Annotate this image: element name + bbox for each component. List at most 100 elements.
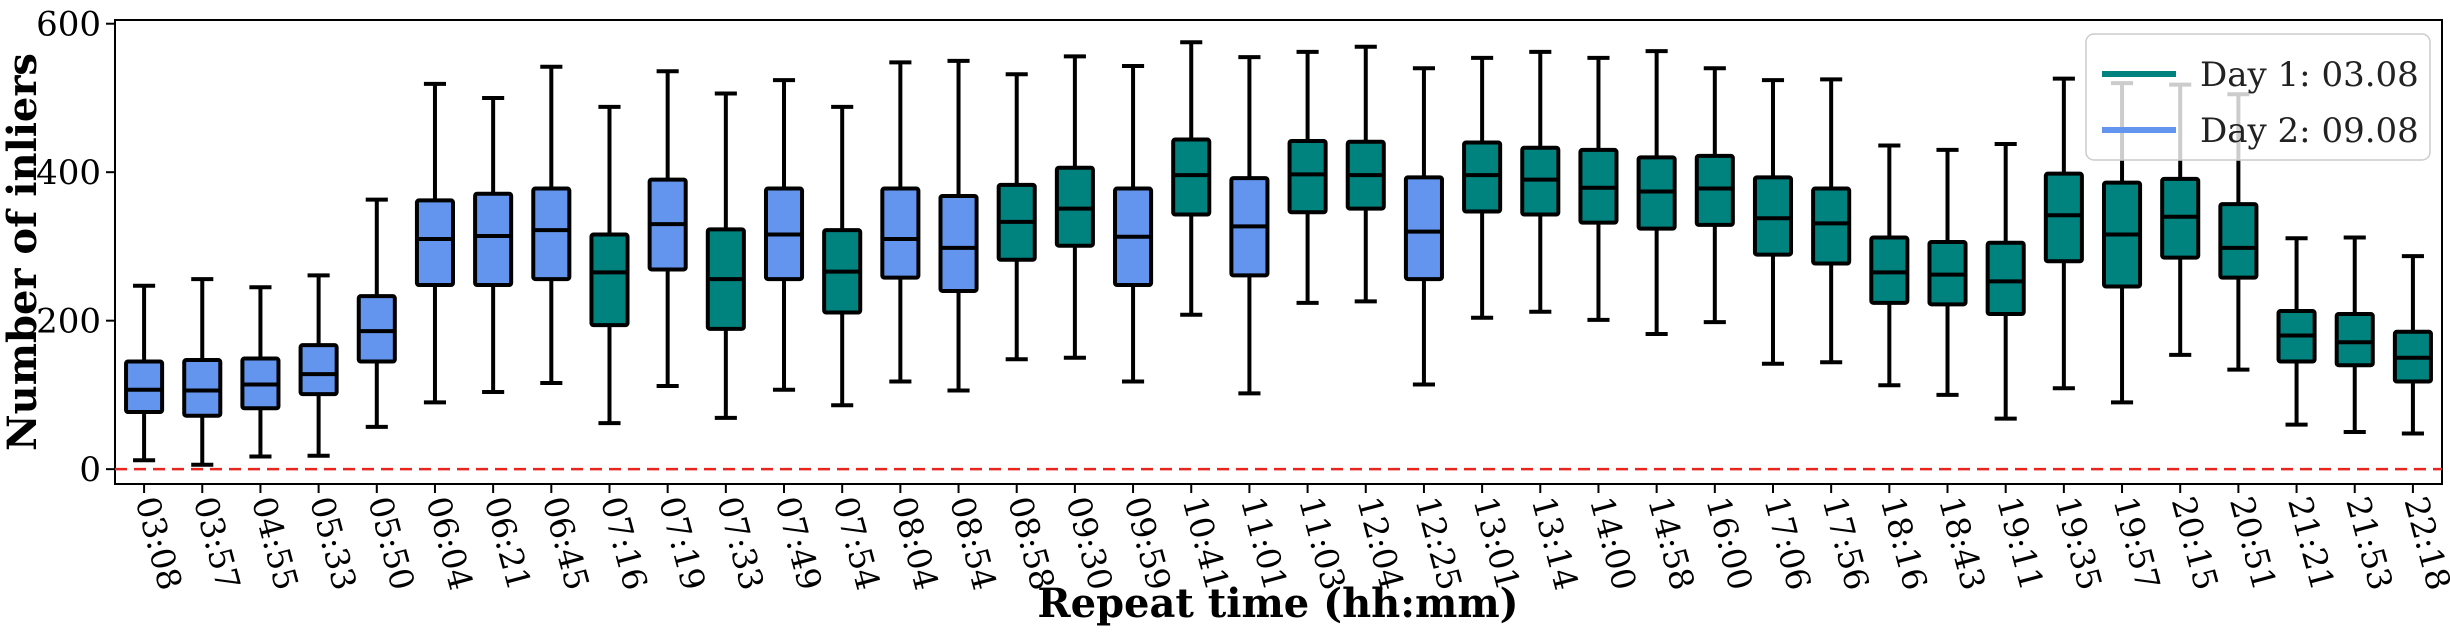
y-axis-label: Number of inliers bbox=[0, 53, 46, 451]
box-0308 bbox=[124, 283, 165, 463]
iqr-box bbox=[1403, 175, 1444, 282]
box-0754 bbox=[822, 104, 863, 408]
iqr-box bbox=[2218, 202, 2259, 280]
x-tick-label: 07:33 bbox=[709, 492, 771, 594]
x-tick-label: 04:55 bbox=[244, 492, 306, 594]
legend-label-day-2: Day 2: 09.08 bbox=[2200, 111, 2419, 151]
box-0719 bbox=[647, 69, 688, 389]
box-0959 bbox=[1113, 64, 1154, 384]
y-tick-label: 400 bbox=[36, 153, 101, 193]
iqr-box bbox=[1287, 139, 1328, 215]
x-tick-label: 09:30 bbox=[1058, 492, 1120, 594]
y-tick-label: 0 bbox=[79, 450, 101, 490]
box-2153 bbox=[2334, 235, 2375, 435]
x-tick-label: 20:15 bbox=[2164, 492, 2226, 594]
box-0854 bbox=[938, 58, 979, 393]
x-tick-label: 06:45 bbox=[535, 492, 597, 594]
x-tick-label: 19:11 bbox=[1989, 492, 2051, 594]
x-tick-label: 03:57 bbox=[186, 492, 248, 594]
x-tick-label: 07:16 bbox=[593, 492, 655, 594]
x-tick-label: 13:01 bbox=[1466, 492, 1528, 594]
box-1911 bbox=[1985, 141, 2026, 421]
box-1706 bbox=[1752, 78, 1794, 366]
x-tick-label: 20:51 bbox=[2222, 492, 2284, 594]
iqr-box bbox=[2334, 311, 2375, 368]
x-tick-label: 19:35 bbox=[2047, 492, 2109, 594]
box-0645 bbox=[531, 64, 572, 386]
x-tick-label: 12:25 bbox=[1408, 492, 1470, 594]
x-tick-label: 09:59 bbox=[1117, 492, 1179, 594]
x-axis: 03:0803:5704:5505:3305:5006:0406:2106:45… bbox=[128, 484, 2450, 594]
box-0858 bbox=[996, 72, 1037, 362]
box-1301 bbox=[1462, 55, 1503, 320]
iqr-box bbox=[880, 186, 921, 280]
iqr-box bbox=[473, 191, 514, 288]
x-tick-label: 17:56 bbox=[1815, 492, 1877, 594]
x-tick-label: 18:43 bbox=[1931, 492, 1993, 594]
box-0550 bbox=[356, 197, 397, 429]
x-tick-label: 08:54 bbox=[942, 492, 1004, 594]
box-0621 bbox=[473, 95, 514, 394]
x-tick-label: 21:21 bbox=[2280, 492, 2342, 594]
box-0604 bbox=[414, 81, 455, 405]
box-1816 bbox=[1869, 143, 1910, 388]
iqr-box bbox=[124, 359, 165, 414]
x-tick-label: 14:58 bbox=[1640, 492, 1702, 594]
box-2121 bbox=[2276, 236, 2317, 427]
x-tick-label: 05:50 bbox=[360, 492, 422, 594]
x-tick-label: 16:00 bbox=[1698, 492, 1760, 594]
iqr-box bbox=[938, 193, 979, 293]
x-tick-label: 06:04 bbox=[419, 492, 481, 594]
iqr-box bbox=[298, 343, 339, 397]
iqr-box bbox=[414, 198, 455, 288]
box-0749 bbox=[763, 78, 805, 392]
x-tick-label: 22:18 bbox=[2396, 492, 2450, 594]
x-tick-label: 17:06 bbox=[1757, 492, 1819, 594]
box-1458 bbox=[1636, 49, 1677, 337]
x-tick-label: 14:00 bbox=[1582, 492, 1644, 594]
x-tick-label: 21:53 bbox=[2338, 492, 2400, 594]
iqr-box bbox=[1752, 175, 1794, 257]
box-0533 bbox=[298, 273, 339, 458]
x-tick-label: 08:58 bbox=[1000, 492, 1062, 594]
box-1756 bbox=[1811, 77, 1852, 365]
x-tick-label: 03:08 bbox=[128, 492, 190, 594]
legend-label-day-1: Day 1: 03.08 bbox=[2200, 55, 2419, 95]
x-tick-label: 11:01 bbox=[1233, 492, 1295, 594]
box-1843 bbox=[1927, 147, 1968, 397]
x-tick-label: 11:03 bbox=[1291, 492, 1353, 594]
iqr-box bbox=[531, 186, 572, 282]
x-tick-label: 08:04 bbox=[884, 492, 946, 594]
box-1041 bbox=[1171, 40, 1212, 317]
iqr-box bbox=[1811, 186, 1852, 266]
iqr-box bbox=[1869, 235, 1910, 305]
y-tick-label: 200 bbox=[36, 302, 101, 342]
box-2218 bbox=[2392, 254, 2433, 436]
box-1400 bbox=[1578, 55, 1619, 322]
box-1935 bbox=[2043, 76, 2084, 391]
x-tick-label: 12:04 bbox=[1349, 492, 1411, 594]
legend: Day 1: 03.08 Day 2: 09.08 bbox=[2085, 33, 2431, 161]
x-tick-label: 07:19 bbox=[651, 492, 713, 594]
x-axis-label: Repeat time (hh:mm) bbox=[1037, 580, 1518, 627]
x-tick-label: 19:57 bbox=[2106, 492, 2168, 594]
box-1600 bbox=[1694, 66, 1735, 325]
x-tick-label: 18:16 bbox=[1873, 492, 1935, 594]
iqr-box bbox=[2043, 171, 2084, 264]
box-1314 bbox=[1520, 49, 1561, 314]
box-1204 bbox=[1345, 44, 1386, 304]
box-0716 bbox=[589, 104, 630, 426]
iqr-box bbox=[356, 294, 397, 364]
iqr-box bbox=[589, 232, 630, 328]
iqr-box bbox=[1985, 240, 2026, 316]
box-0804 bbox=[880, 60, 921, 384]
box-1101 bbox=[1229, 55, 1270, 396]
x-tick-label: 07:49 bbox=[768, 492, 830, 594]
x-tick-label: 10:41 bbox=[1175, 492, 1237, 594]
box-0455 bbox=[240, 285, 281, 459]
x-tick-label: 13:14 bbox=[1524, 492, 1586, 594]
box-0930 bbox=[1054, 54, 1095, 360]
box-0357 bbox=[182, 277, 223, 467]
y-axis: 0 200 400 600 bbox=[36, 5, 115, 490]
